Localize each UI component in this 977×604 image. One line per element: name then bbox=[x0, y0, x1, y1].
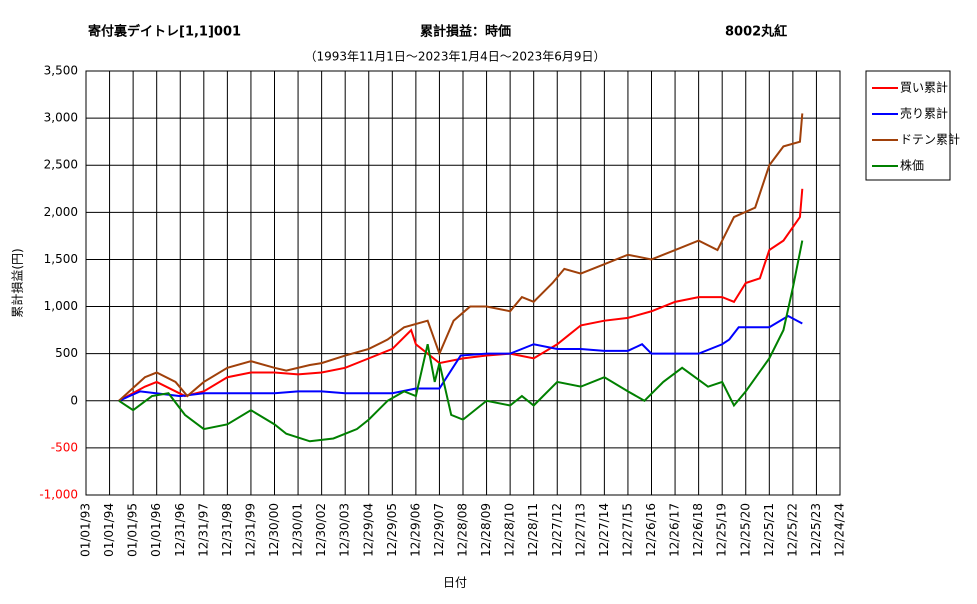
x-tick-label: 12/29/05 bbox=[385, 503, 399, 557]
x-tick-label: 01/01/94 bbox=[102, 503, 116, 557]
x-tick-label: 12/30/02 bbox=[314, 503, 328, 557]
x-tick-label: 12/26/17 bbox=[668, 503, 682, 557]
x-tick-label: 12/24/24 bbox=[833, 503, 847, 557]
x-tick-label: 12/29/06 bbox=[408, 503, 422, 557]
x-tick-label: 12/28/09 bbox=[479, 503, 493, 557]
series-line bbox=[118, 113, 804, 402]
y-axis-label: 累計損益(円) bbox=[10, 248, 25, 317]
x-tick-label: 12/25/22 bbox=[785, 503, 799, 557]
x-tick-label: 12/27/15 bbox=[620, 503, 634, 557]
x-tick-label: 12/26/18 bbox=[691, 503, 705, 557]
x-tick-label: 12/28/08 bbox=[456, 503, 470, 557]
legend-label: 買い累計 bbox=[900, 80, 948, 95]
x-tick-label: 12/30/03 bbox=[338, 503, 352, 557]
x-tick-label: 12/30/00 bbox=[267, 503, 281, 557]
legend-label: ドテン累計 bbox=[900, 132, 960, 147]
series-line bbox=[118, 240, 804, 443]
y-tick-label: -500 bbox=[51, 440, 78, 454]
x-tick-label: 12/26/16 bbox=[644, 503, 658, 557]
legend-label: 株価 bbox=[900, 158, 924, 173]
x-tick-label: 12/31/97 bbox=[196, 503, 210, 557]
y-tick-label: 3,500 bbox=[44, 64, 78, 78]
x-tick-label: 12/27/14 bbox=[597, 503, 611, 557]
x-tick-label: 12/31/99 bbox=[243, 503, 257, 557]
x-tick-label: 12/25/21 bbox=[762, 503, 776, 557]
legend-box bbox=[865, 70, 951, 181]
x-tick-label: 01/01/96 bbox=[149, 503, 163, 557]
x-tick-label: 12/31/96 bbox=[173, 503, 187, 557]
x-tick-label: 01/01/95 bbox=[126, 503, 140, 557]
y-tick-label: 0 bbox=[70, 393, 78, 407]
y-tick-label: 2,000 bbox=[44, 205, 78, 219]
x-tick-label: 12/27/12 bbox=[550, 503, 564, 557]
chart-subtitle: 累計損益：時価 bbox=[420, 24, 511, 40]
y-tick-label: 500 bbox=[55, 346, 78, 360]
x-tick-label: 12/31/98 bbox=[220, 503, 234, 557]
x-tick-label: 12/30/01 bbox=[291, 503, 305, 557]
y-tick-label: -1,000 bbox=[39, 488, 78, 502]
x-tick-label: 12/28/11 bbox=[526, 503, 540, 557]
symbol: 8002丸紅 bbox=[725, 24, 787, 40]
x-tick-label: 12/29/04 bbox=[361, 503, 375, 557]
x-tick-label: 12/28/10 bbox=[503, 503, 517, 557]
period: （1993年11月1日～2023年1月4日～2023年6月9日） bbox=[304, 50, 605, 64]
legend-label: 売り累計 bbox=[900, 106, 948, 121]
x-tick-label: 12/29/07 bbox=[432, 503, 446, 557]
y-tick-label: 1,500 bbox=[44, 252, 78, 266]
x-tick-label: 12/27/13 bbox=[573, 503, 587, 557]
x-tick-label: 12/25/20 bbox=[738, 503, 752, 557]
y-tick-label: 2,500 bbox=[44, 158, 78, 172]
series-line bbox=[118, 314, 803, 402]
x-tick-label: 12/25/19 bbox=[715, 503, 729, 557]
x-tick-label: 12/25/23 bbox=[809, 503, 823, 557]
y-tick-label: 1,000 bbox=[44, 299, 78, 313]
x-tick-label: 01/01/93 bbox=[79, 503, 93, 557]
y-tick-label: 3,000 bbox=[44, 111, 78, 125]
x-axis-label: 日付 bbox=[443, 576, 467, 590]
chart-title: 寄付裏デイトレ[1,1]001 bbox=[88, 24, 241, 40]
